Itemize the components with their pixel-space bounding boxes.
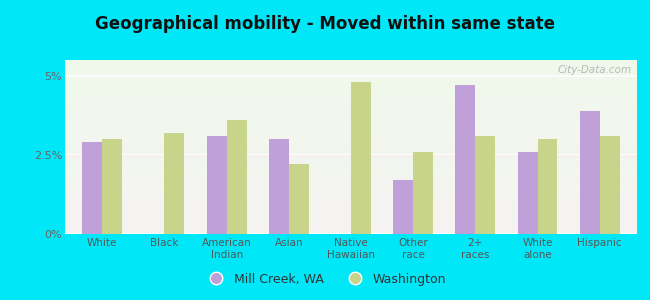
- Bar: [413, 152, 433, 234]
- Bar: [207, 136, 227, 234]
- Bar: [102, 139, 122, 234]
- Bar: [393, 180, 413, 234]
- Bar: [475, 136, 495, 234]
- Text: City-Data.com: City-Data.com: [557, 65, 631, 75]
- Bar: [600, 136, 619, 234]
- Text: Geographical mobility - Moved within same state: Geographical mobility - Moved within sam…: [95, 15, 555, 33]
- Bar: [269, 139, 289, 234]
- Bar: [83, 142, 102, 234]
- Bar: [538, 139, 558, 234]
- Legend: Mill Creek, WA, Washington: Mill Creek, WA, Washington: [199, 268, 451, 291]
- Bar: [164, 133, 185, 234]
- Bar: [456, 85, 475, 234]
- Bar: [227, 120, 246, 234]
- Bar: [289, 164, 309, 234]
- Bar: [351, 82, 371, 234]
- Bar: [517, 152, 538, 234]
- Bar: [580, 111, 600, 234]
